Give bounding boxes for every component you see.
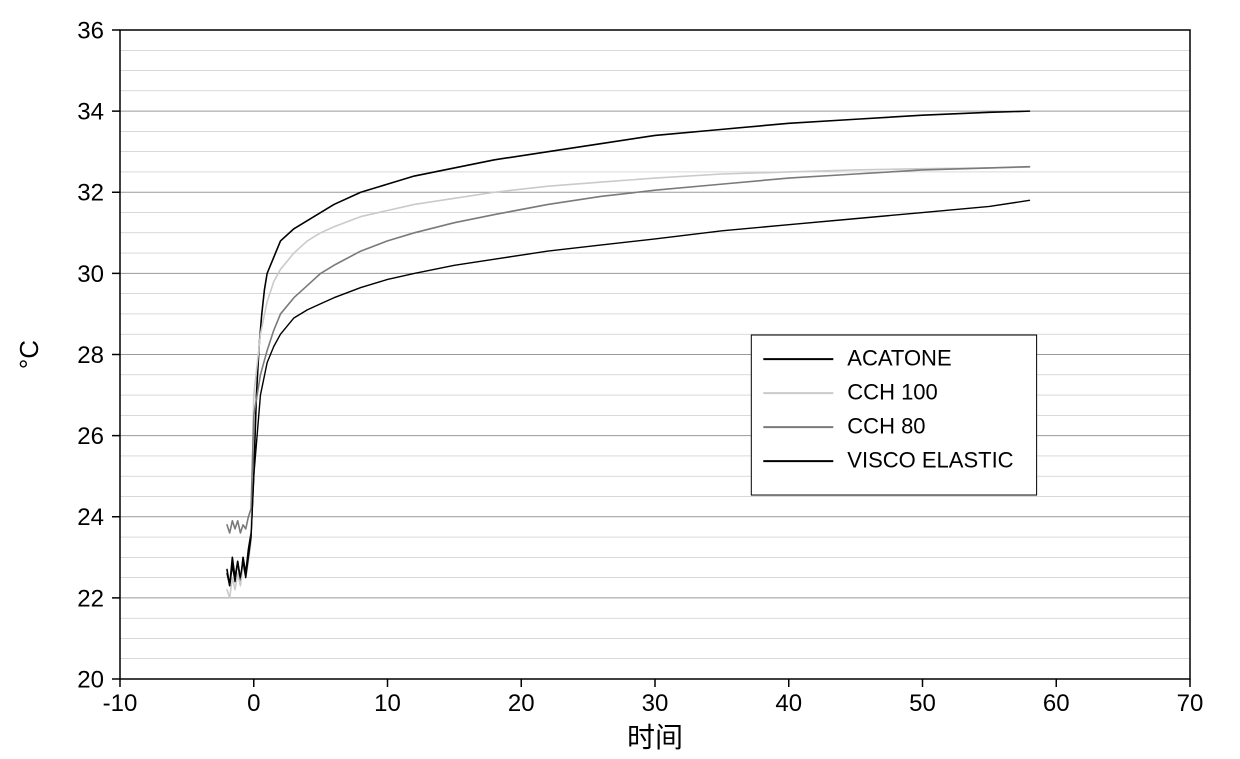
legend-label: ACATONE — [847, 346, 951, 371]
y-tick-label: 30 — [77, 261, 104, 288]
x-tick-label: 70 — [1177, 690, 1204, 717]
legend-label: CCH 100 — [847, 380, 937, 405]
x-tick-label: 60 — [1043, 690, 1070, 717]
legend-label: VISCO ELASTIC — [847, 448, 1013, 473]
legend-label: CCH 80 — [847, 414, 925, 439]
legend: ACATONE CCH 100 CCH 80 VISCO ELASTIC — [751, 335, 1036, 495]
chart-bg — [0, 0, 1240, 759]
x-tick-label: 0 — [247, 690, 260, 717]
x-tick-label: 50 — [909, 690, 936, 717]
x-tick-label: 10 — [374, 690, 401, 717]
y-tick-label: 36 — [77, 17, 104, 44]
y-tick-label: 24 — [77, 504, 104, 531]
x-axis-label: 时间 — [627, 722, 683, 753]
y-tick-label: 32 — [77, 180, 104, 207]
y-tick-label: 34 — [77, 99, 104, 126]
y-tick-label: 28 — [77, 342, 104, 369]
y-tick-label: 20 — [77, 666, 104, 693]
chart-container: -10 0 10 20 30 40 50 60 70 时间 20 22 24 26 28 30 32 34 36 °C… — [0, 0, 1240, 759]
x-tick-label: -10 — [103, 690, 138, 717]
x-tick-label: 40 — [775, 690, 802, 717]
y-axis-label: °C — [14, 340, 44, 369]
line-chart: -10 0 10 20 30 40 50 60 70 时间 20 22 24 26 28 30 32 34 36 °C… — [0, 0, 1240, 759]
y-tick-label: 26 — [77, 423, 104, 450]
x-tick-label: 30 — [642, 690, 669, 717]
x-tick-label: 20 — [508, 690, 535, 717]
y-tick-label: 22 — [77, 585, 104, 612]
